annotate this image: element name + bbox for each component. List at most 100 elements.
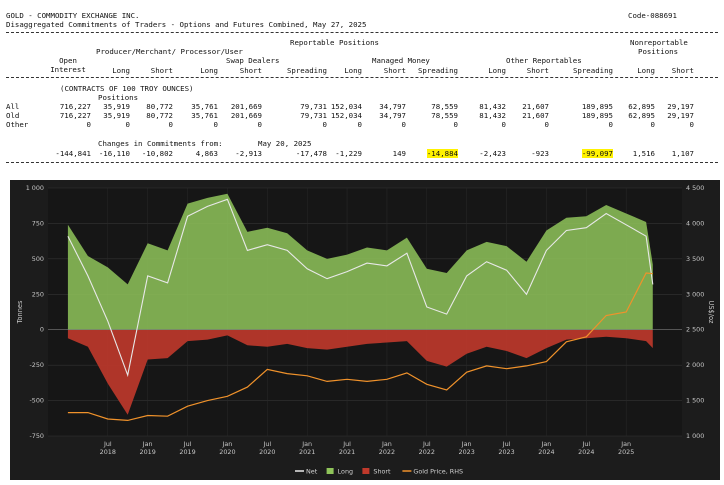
contracts-label: (CONTRACTS OF 100 TROY OUNCES) bbox=[60, 84, 194, 93]
table-cell: 35,761 bbox=[191, 102, 218, 111]
x-tick-year: 2021 bbox=[339, 448, 355, 456]
y2-axis-label: US$/oz bbox=[707, 301, 715, 324]
table-cell: 0 bbox=[86, 120, 91, 129]
x-tick-year: 2020 bbox=[259, 448, 275, 456]
y2-tick-label: 1 000 bbox=[686, 432, 704, 440]
y2-tick-label: 4 000 bbox=[686, 219, 704, 227]
x-tick-year: 2019 bbox=[140, 448, 156, 456]
y-tick-label: 750 bbox=[32, 219, 44, 227]
column-header-short: Short bbox=[239, 66, 262, 75]
open-interest-header: Open Interest bbox=[50, 56, 86, 74]
y2-tick-label: 3 500 bbox=[686, 255, 704, 263]
x-tick-label: Jan bbox=[461, 440, 472, 448]
table-cell: 81,432 bbox=[479, 102, 506, 111]
table-cell: 201,669 bbox=[230, 111, 262, 120]
y2-tick-label: 3 000 bbox=[686, 290, 704, 298]
x-tick-label: Jul bbox=[422, 440, 431, 448]
table-cell: 34,797 bbox=[379, 102, 406, 111]
column-header-long: Long bbox=[344, 66, 362, 75]
row-label: All bbox=[6, 102, 20, 111]
legend-label: Short bbox=[373, 468, 391, 476]
column-header-spreading: Spreading bbox=[417, 66, 458, 75]
table-cell: 79,731 bbox=[300, 102, 327, 111]
column-separator bbox=[6, 77, 718, 78]
x-tick-label: Jul bbox=[342, 440, 351, 448]
table-cell: 152,034 bbox=[330, 102, 362, 111]
y-tick-label: 250 bbox=[32, 290, 44, 298]
legend-label: Net bbox=[306, 468, 318, 476]
nonreportable-label: Nonreportable bbox=[630, 38, 688, 47]
table-cell: 716,227 bbox=[59, 111, 91, 120]
column-header-short: Short bbox=[150, 66, 173, 75]
x-tick-label: Jan bbox=[620, 440, 631, 448]
report-code: Code-088691 bbox=[628, 11, 677, 20]
change-cell: 4,863 bbox=[195, 149, 218, 158]
x-tick-label: Jul bbox=[183, 440, 192, 448]
table-cell: 35,919 bbox=[103, 111, 130, 120]
y2-tick-label: 2 500 bbox=[686, 326, 704, 334]
gold-price-line bbox=[67, 272, 653, 422]
table-cell: 62,895 bbox=[628, 111, 655, 120]
table-cell: 79,731 bbox=[300, 111, 327, 120]
x-tick-year: 2024 bbox=[538, 448, 554, 456]
column-header-spreading: Spreading bbox=[286, 66, 327, 75]
producer-header: Producer/Merchant/ Processor/User bbox=[96, 47, 243, 56]
change-cell: -144,841 bbox=[55, 149, 91, 158]
changes-date: May 20, 2025 bbox=[258, 139, 312, 148]
changes-label: Changes in Commitments from: bbox=[98, 139, 223, 148]
managed-header: Managed Money bbox=[372, 56, 430, 65]
change-cell: -16,110 bbox=[98, 149, 130, 158]
y2-tick-label: 4 500 bbox=[686, 184, 704, 192]
column-header-short: Short bbox=[526, 66, 549, 75]
column-header-spreading: Spreading bbox=[572, 66, 613, 75]
table-cell: 0 bbox=[501, 120, 506, 129]
x-tick-year: 2019 bbox=[179, 448, 195, 456]
legend-swatch-long bbox=[326, 468, 334, 474]
x-tick-year: 2025 bbox=[618, 448, 634, 456]
y-tick-label: 1 000 bbox=[26, 184, 44, 192]
positions-chart: 1 000 750 500 250 0 -250 -500 -750 4 500 4 000 3 5… bbox=[16, 184, 715, 476]
change-cell: -2,423 bbox=[479, 149, 506, 158]
y-tick-label: -750 bbox=[29, 432, 44, 440]
short-area bbox=[67, 329, 653, 415]
column-header-long: Long bbox=[488, 66, 506, 75]
swap-header: Swap Dealers bbox=[226, 56, 280, 65]
change-cell: -99,097 bbox=[581, 149, 613, 158]
table-cell: 0 bbox=[213, 120, 218, 129]
row-label: Other bbox=[6, 120, 29, 129]
table-cell: 716,227 bbox=[59, 102, 91, 111]
report-subtitle: Disaggregated Commitments of Traders - O… bbox=[6, 20, 367, 29]
table-cell: 0 bbox=[357, 120, 362, 129]
change-cell: -10,802 bbox=[141, 149, 173, 158]
legend-swatch-short bbox=[362, 468, 370, 474]
table-cell: 34,797 bbox=[379, 111, 406, 120]
change-cell: 1,107 bbox=[671, 149, 694, 158]
net-line bbox=[67, 198, 654, 378]
table-cell: 62,895 bbox=[628, 102, 655, 111]
x-tick-label: Jan bbox=[381, 440, 392, 448]
table-cell: 0 bbox=[453, 120, 458, 129]
chart-panel: 1 000 750 500 250 0 -250 -500 -750 4 500 4 000 3 5… bbox=[10, 180, 720, 480]
x-tick-label: Jan bbox=[222, 440, 233, 448]
x-tick-label: Jul bbox=[502, 440, 511, 448]
y-tick-label: -500 bbox=[29, 397, 44, 405]
table-cell: 29,197 bbox=[667, 111, 694, 120]
column-header-long: Long bbox=[637, 66, 655, 75]
table-cell: 0 bbox=[608, 120, 613, 129]
change-cell: -1,229 bbox=[335, 149, 362, 158]
x-tick-year: 2018 bbox=[100, 448, 116, 456]
x-tick-year: 2024 bbox=[578, 448, 594, 456]
legend-label: Gold Price, RHS bbox=[413, 468, 463, 476]
y-tick-label: 500 bbox=[32, 255, 44, 263]
cot-report: GOLD - COMMODITY EXCHANGE INC. Code-0886… bbox=[0, 0, 724, 170]
nonreportable-positions-label: Positions bbox=[638, 47, 679, 56]
table-cell: 21,607 bbox=[522, 102, 549, 111]
y-tick-label: -250 bbox=[29, 361, 44, 369]
x-tick-year: 2023 bbox=[459, 448, 475, 456]
table-cell: 0 bbox=[125, 120, 130, 129]
table-cell: 21,607 bbox=[522, 111, 549, 120]
x-tick-label: Jul bbox=[103, 440, 112, 448]
long-area bbox=[67, 193, 653, 330]
table-cell: 29,197 bbox=[667, 102, 694, 111]
table-cell: 0 bbox=[257, 120, 262, 129]
